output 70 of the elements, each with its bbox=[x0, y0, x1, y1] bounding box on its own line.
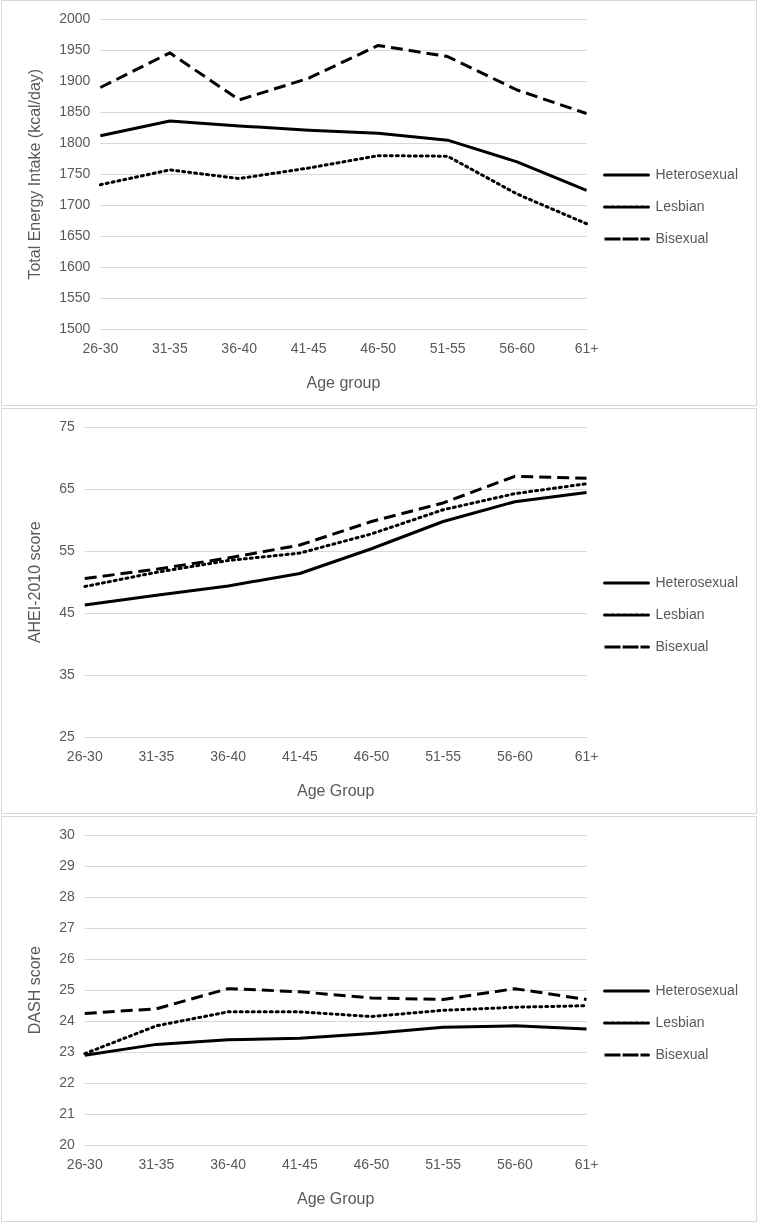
y-tick-label: 25 bbox=[59, 981, 75, 998]
x-tick-label: 36-40 bbox=[221, 340, 258, 357]
y-tick-label: 1850 bbox=[59, 103, 91, 120]
x-tick-label: 46-50 bbox=[360, 340, 397, 357]
x-tick-label: 61+ bbox=[574, 748, 599, 765]
legend-label: Lesbian bbox=[655, 1013, 705, 1030]
line-series bbox=[83, 987, 589, 1015]
y-tick-label: 20 bbox=[59, 1135, 75, 1152]
legend-label: Bisexual bbox=[655, 637, 709, 654]
y-tick-label: 24 bbox=[59, 1012, 75, 1029]
x-tick-label: 51-55 bbox=[425, 748, 462, 765]
x-tick-label: 46-50 bbox=[353, 748, 390, 765]
y-tick-label: 45 bbox=[59, 604, 75, 621]
legend-label: Bisexual bbox=[655, 1045, 709, 1062]
y-tick-label: 1800 bbox=[59, 134, 91, 151]
y-tick-label: 21 bbox=[59, 1104, 75, 1121]
x-tick-label: 41-45 bbox=[281, 1156, 318, 1173]
y-tick-label: 75 bbox=[59, 418, 75, 435]
legend-label: Lesbian bbox=[655, 197, 705, 214]
y-tick-label: 1600 bbox=[59, 257, 91, 274]
y-tick-label: 29 bbox=[59, 857, 75, 874]
y-tick-label: 26 bbox=[59, 950, 75, 967]
x-tick-label: 36-40 bbox=[210, 748, 247, 765]
y-tick-label: 1950 bbox=[59, 41, 91, 58]
y-axis-title: Total Energy Intake (kcal/day) bbox=[26, 68, 44, 280]
y-tick-label: 2000 bbox=[59, 10, 91, 27]
y-tick-label: 55 bbox=[59, 542, 75, 559]
line-series bbox=[98, 43, 589, 116]
x-tick-label: 36-40 bbox=[210, 1156, 247, 1173]
x-axis-title: Age Group bbox=[296, 781, 375, 799]
y-tick-label: 1500 bbox=[59, 319, 91, 336]
x-tick-label: 51-55 bbox=[429, 340, 466, 357]
x-tick-label: 56-60 bbox=[496, 1156, 533, 1173]
x-tick-label: 41-45 bbox=[281, 748, 318, 765]
x-tick-label: 56-60 bbox=[499, 340, 536, 357]
y-tick-label: 30 bbox=[59, 826, 75, 843]
x-tick-label: 26-30 bbox=[82, 340, 119, 357]
x-tick-label: 56-60 bbox=[496, 748, 533, 765]
legend-label: Lesbian bbox=[655, 605, 705, 622]
y-tick-label: 35 bbox=[59, 665, 75, 682]
x-axis-title: Age Group bbox=[296, 1189, 375, 1207]
legend-label: Heterosexual bbox=[655, 573, 739, 590]
x-tick-label: 26-30 bbox=[66, 1156, 103, 1173]
x-tick-label: 51-55 bbox=[425, 1156, 462, 1173]
x-tick-label: 41-45 bbox=[290, 340, 327, 357]
y-tick-label: 28 bbox=[59, 888, 75, 905]
y-axis-title: AHEI-2010 score bbox=[26, 521, 44, 644]
y-tick-label: 1700 bbox=[59, 196, 91, 213]
x-tick-label: 46-50 bbox=[353, 1156, 390, 1173]
line-series bbox=[98, 154, 589, 226]
y-tick-label: 65 bbox=[59, 480, 75, 497]
legend-label: Heterosexual bbox=[655, 981, 739, 998]
y-tick-label: 27 bbox=[59, 919, 75, 936]
y-tick-label: 1550 bbox=[59, 288, 91, 305]
legend-label: Bisexual bbox=[655, 229, 709, 246]
x-axis-title: Age group bbox=[306, 373, 381, 391]
x-tick-label: 31-35 bbox=[138, 748, 175, 765]
y-tick-label: 22 bbox=[59, 1073, 75, 1090]
x-tick-label: 26-30 bbox=[66, 748, 103, 765]
x-tick-label: 31-35 bbox=[138, 1156, 175, 1173]
y-tick-label: 25 bbox=[59, 727, 75, 744]
y-axis-title: DASH score bbox=[26, 946, 44, 1035]
y-tick-label: 23 bbox=[59, 1042, 75, 1059]
legend-label: Heterosexual bbox=[655, 165, 739, 182]
y-tick-label: 1900 bbox=[59, 72, 91, 89]
y-tick-label: 1750 bbox=[59, 165, 91, 182]
y-tick-label: 1650 bbox=[59, 226, 91, 243]
x-tick-label: 61+ bbox=[574, 1156, 599, 1173]
x-tick-label: 31-35 bbox=[151, 340, 188, 357]
x-tick-label: 61+ bbox=[574, 340, 599, 357]
